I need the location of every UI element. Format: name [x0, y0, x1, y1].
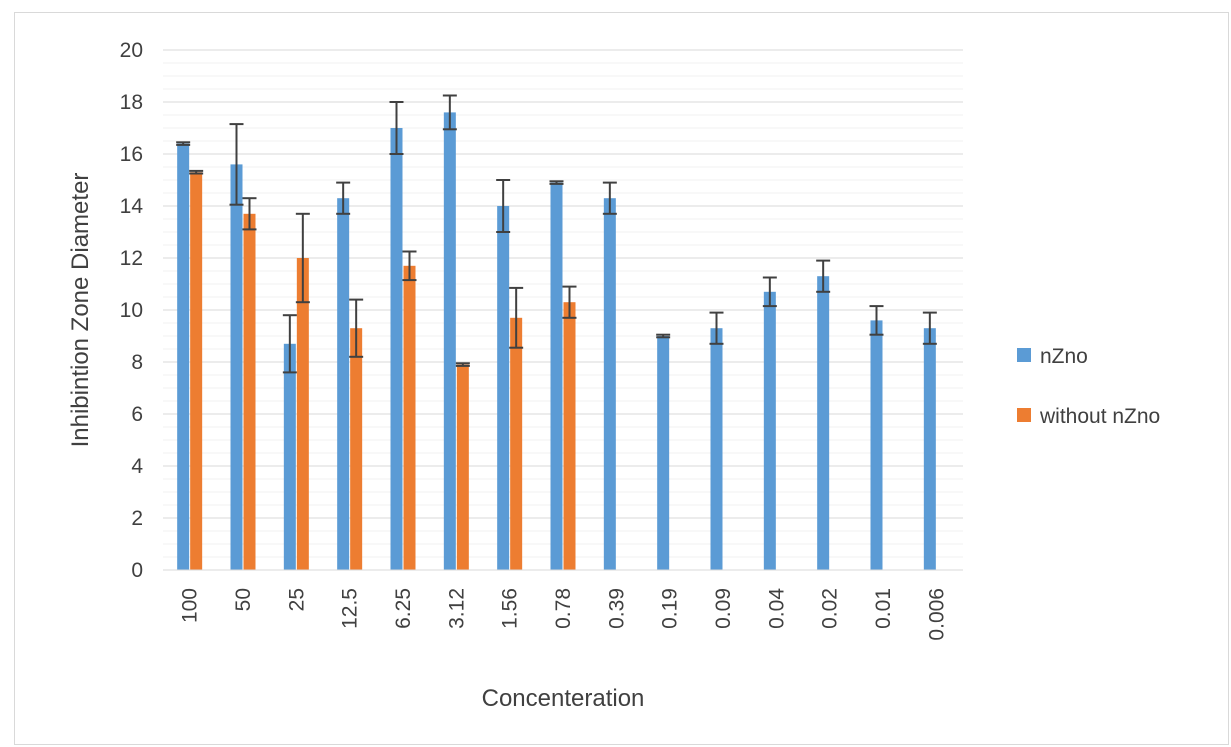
y-tick-label: 18 [120, 91, 143, 114]
bar [817, 276, 830, 570]
bar [710, 328, 723, 570]
x-tick-label: 6.25 [392, 588, 415, 629]
x-tick-label: 12.5 [339, 588, 362, 629]
bar [923, 328, 936, 570]
legend-swatch-nzno [1017, 348, 1031, 362]
y-tick-label: 6 [131, 403, 143, 426]
x-tick-label: 1.56 [499, 588, 522, 629]
bar [763, 291, 776, 570]
y-tick-label: 0 [131, 559, 143, 582]
bars [177, 112, 936, 571]
bar [550, 182, 563, 570]
x-axis-title: Concenteration [482, 685, 645, 712]
x-tick-label: 0.78 [552, 588, 575, 629]
bar [443, 112, 456, 571]
bar [283, 343, 296, 570]
bar [870, 320, 883, 570]
chart-frame [14, 12, 1229, 745]
x-tick-label: 25 [285, 588, 308, 611]
bar [243, 213, 256, 571]
bar [603, 198, 616, 570]
y-tick-label: 8 [131, 351, 143, 374]
y-tick-label: 10 [120, 299, 143, 322]
y-tick-labels: 0 2 4 6 8 10 12 14 16 18 20 [120, 39, 144, 582]
bar [390, 128, 403, 570]
legend-label-without-nzno: without nZno [1039, 405, 1160, 428]
bar [190, 172, 203, 570]
y-tick-label: 2 [131, 507, 143, 530]
bar [337, 198, 350, 570]
x-tick-label: 3.12 [445, 588, 468, 629]
x-tick-label: 0.09 [712, 588, 735, 629]
x-tick-label: 100 [179, 588, 202, 623]
x-tick-label: 50 [232, 588, 255, 611]
bar [510, 317, 523, 570]
bar [563, 302, 576, 570]
y-tick-label: 12 [120, 247, 143, 270]
y-tick-label: 14 [120, 195, 144, 218]
y-tick-label: 4 [131, 455, 143, 478]
bar [230, 164, 243, 570]
y-tick-label: 20 [120, 39, 143, 62]
bar [657, 336, 670, 570]
bar [296, 258, 309, 570]
x-tick-label: 0.006 [925, 588, 948, 641]
y-tick-label: 16 [120, 143, 143, 166]
x-tick-label: 0.01 [872, 588, 895, 629]
bar [177, 143, 190, 570]
bar [497, 206, 510, 570]
legend-swatch-without-nzno [1017, 408, 1031, 422]
bar [456, 364, 469, 570]
gridlines [163, 49, 963, 571]
x-tick-label: 0.39 [605, 588, 628, 629]
x-tick-label: 0.19 [659, 588, 682, 629]
error-bars [176, 94, 937, 374]
legend: nZno without nZno [1017, 345, 1160, 428]
x-tick-label: 0.02 [819, 588, 842, 629]
x-tick-labels: 100 50 25 12.5 6.25 3.12 1.56 0.78 0.39 0.19 0.09 0… [179, 588, 949, 641]
x-tick-label: 0.04 [765, 588, 788, 629]
bar [403, 265, 416, 570]
legend-label-nzno: nZno [1040, 345, 1088, 368]
bar [350, 328, 363, 570]
y-axis-title: Inhibintion Zone Diameter [67, 173, 94, 448]
